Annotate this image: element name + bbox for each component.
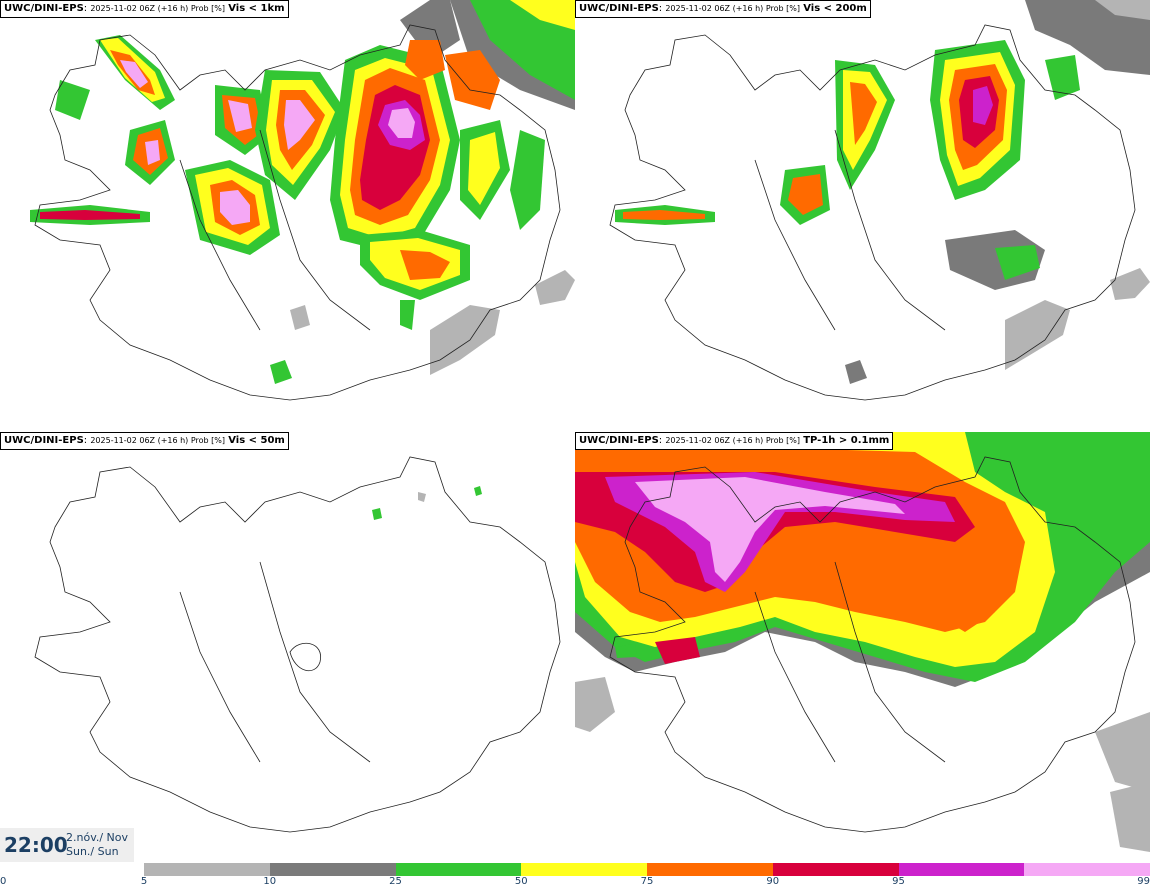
probability-map [30,0,575,401]
legend-tick-label: 5 [140,876,148,887]
legend-swatch [395,863,522,876]
probability-map [609,0,1150,401]
valid-time-box: 22:00 2.nóv./ Nov Sun./ Sun [0,828,134,862]
legend-tick-label: 99 [1137,876,1150,887]
map-panel-vis-200m: UWC/DINI-EPS: 2025-11-02 06Z (+16 h) Pro… [575,0,1150,430]
map-panel-tp-1h: UWC/DINI-EPS: 2025-11-02 06Z (+16 h) Pro… [575,432,1150,862]
model-name: UWC/DINI-EPS [579,3,659,14]
variable-label: TP-1h > 0.1mm [803,435,890,446]
color-legend-ticks: 0 5 10 25 50 75 90 95 99 [0,876,1150,890]
day-line: Sun./ Sun [66,845,119,858]
probability-map [575,432,1150,852]
panel-title: UWC/DINI-EPS: 2025-11-02 06Z (+16 h) Pro… [0,0,289,18]
legend-tick-label: 50 [514,876,528,887]
variable-label: Vis < 200m [803,3,867,14]
run-info: 2025-11-02 06Z (+16 h) Prob [%] [90,436,226,445]
legend-tick-label: 10 [263,876,277,887]
map-panel-vis-1km: UWC/DINI-EPS: 2025-11-02 06Z (+16 h) Pro… [0,0,575,430]
coastline [609,24,1136,401]
legend-tick-label: 95 [892,876,905,887]
run-info: 2025-11-02 06Z (+16 h) Prob [%] [665,436,801,445]
coastline [609,456,1136,833]
color-legend [144,863,1150,876]
probability-fields [30,0,575,384]
probability-map [34,456,561,833]
legend-swatch [898,863,1025,876]
legend-tick-label: 75 [640,876,654,887]
run-info: 2025-11-02 06Z (+16 h) Prob [%] [90,4,226,13]
legend-swatch [647,863,773,876]
variable-label: Vis < 50m [228,435,285,446]
variable-label: Vis < 1km [228,3,285,14]
map-panel-vis-50m: UWC/DINI-EPS: 2025-11-02 06Z (+16 h) Pro… [0,432,575,862]
probability-fields [372,486,482,520]
panel-title: UWC/DINI-EPS: 2025-11-02 06Z (+16 h) Pro… [575,432,894,450]
legend-swatch [1024,863,1150,876]
model-name: UWC/DINI-EPS [579,435,659,446]
model-name: UWC/DINI-EPS [4,435,84,446]
legend-tick-label: 90 [766,876,780,887]
legend-swatch [521,863,647,876]
run-info: 2025-11-02 06Z (+16 h) Prob [%] [665,4,801,13]
legend-swatch [269,863,396,876]
coastline [34,456,561,833]
legend-swatch [144,863,270,876]
model-name: UWC/DINI-EPS [4,3,84,14]
valid-time: 22:00 [4,833,68,857]
legend-tick-label: 25 [389,876,402,887]
probability-fields [615,0,1150,384]
legend-swatch [772,863,899,876]
panel-title: UWC/DINI-EPS: 2025-11-02 06Z (+16 h) Pro… [0,432,289,450]
coastline [34,24,561,401]
date-line: 2.nóv./ Nov [66,831,129,844]
legend-tick-label: 0 [0,876,7,887]
panel-title: UWC/DINI-EPS: 2025-11-02 06Z (+16 h) Pro… [575,0,871,18]
probability-fields [575,432,1150,852]
valid-date: 2.nóv./ Nov Sun./ Sun [66,831,128,859]
